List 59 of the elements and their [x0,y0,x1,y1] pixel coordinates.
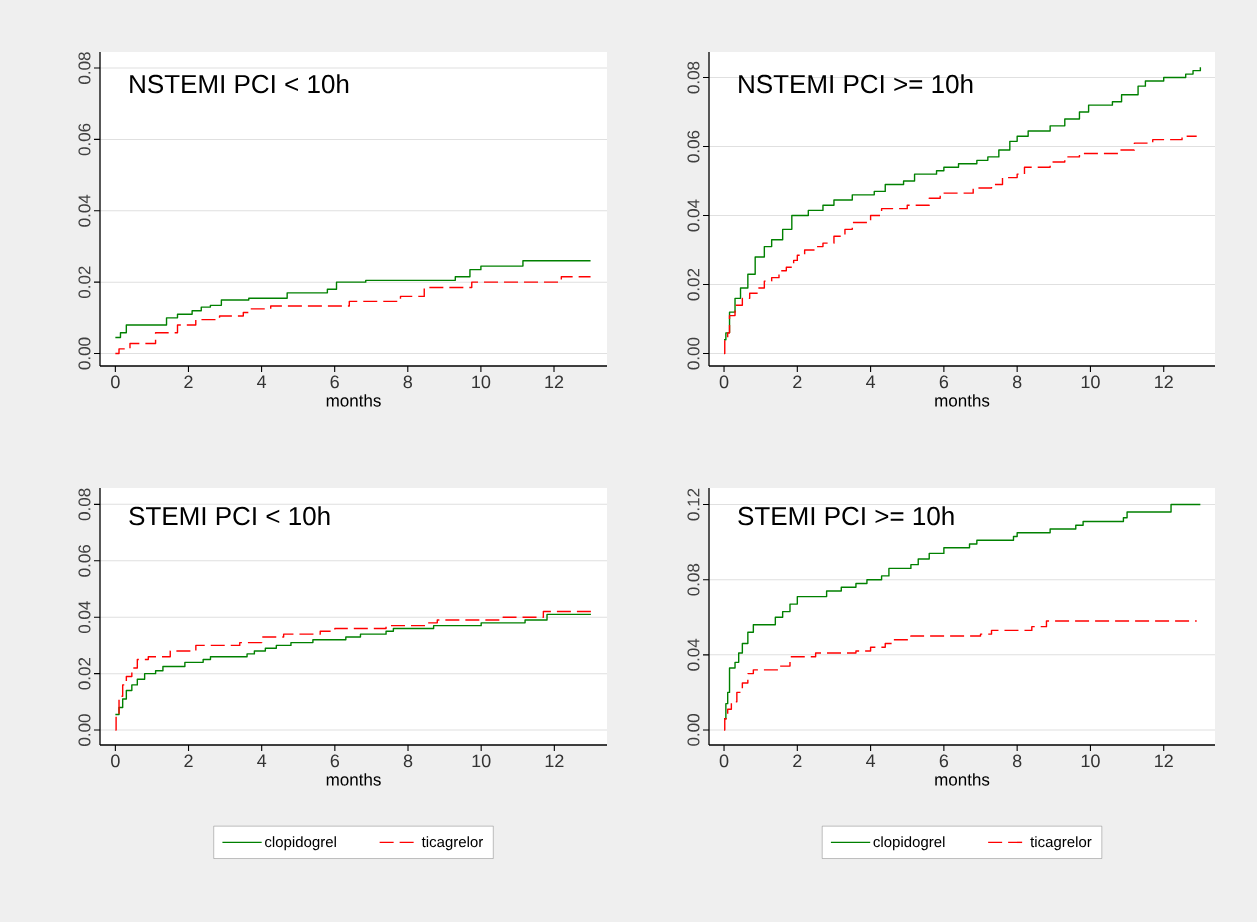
x-tick-label: 2 [184,375,193,389]
x-tick-label: 4 [866,754,876,767]
x-axis-title: months [935,773,990,786]
x-tick-label: 2 [184,754,193,768]
x-tick-label: 2 [793,375,802,389]
y-tick-label: 0.04 [78,601,91,634]
x-tick-label: 12 [1155,375,1173,389]
y-tick-label: 0.00 [78,337,91,370]
x-tick-label: 0 [111,754,120,768]
y-tick-label: 0.04 [78,194,91,227]
y-tick-label: 0.08 [78,52,91,84]
x-tick-label: 0 [719,754,729,768]
text: NSTEMI PCI >= 10h [739,74,973,94]
text: STEMI PCI >= 10h [738,506,954,526]
y-tick-label: 0.02 [78,266,91,299]
x-axis-title: months [935,394,990,407]
x-tick-label: 10 [472,754,491,768]
x-tick-label: 8 [403,754,413,768]
y-tick-label: 0.12 [687,488,700,521]
legend-label: clopidogrel [873,836,945,851]
x-tick-label: 10 [1081,754,1100,768]
y-tick-label: 0.00 [687,714,700,746]
x-tick-label: 8 [1012,375,1022,389]
y-tick-label: 0.08 [687,61,700,94]
y-tick-label: 0.06 [78,123,91,156]
text: STEMI PCI < 10h [129,506,330,526]
legend-label: clopidogrel [265,836,336,851]
legend-label: ticagrelor [421,836,484,851]
x-tick-label: 6 [330,754,340,768]
x-tick-label: 0 [719,375,729,389]
x-tick-label: 6 [330,375,339,389]
x-tick-label: 6 [939,375,949,389]
x-tick-label: 4 [866,375,876,388]
y-tick-label: 0.04 [687,638,700,671]
x-tick-label: 12 [1155,754,1173,768]
y-tick-label: 0.02 [687,268,700,301]
y-tick-label: 0.04 [687,199,700,232]
y-tick-label: 0.02 [78,657,91,690]
x-tick-label: 8 [1012,754,1022,768]
y-tick-label: 0.00 [687,337,700,370]
x-tick-label: 6 [939,754,949,768]
y-tick-label: 0.06 [687,130,700,163]
y-tick-label: 0.08 [687,563,700,596]
x-tick-label: 12 [545,375,564,389]
x-tick-label: 12 [545,754,564,768]
legend-label: ticagrelor [1030,836,1092,851]
x-tick-label: 0 [111,375,120,389]
x-axis-title: months [326,394,381,407]
x-tick-label: 2 [793,754,802,768]
y-tick-label: 0.08 [78,488,91,521]
y-tick-label: 0.06 [78,544,91,577]
text: NSTEMI PCI < 10h [130,74,349,94]
x-axis-title: months [326,773,381,786]
x-tick-label: 4 [256,375,267,388]
x-tick-label: 4 [257,754,267,767]
x-tick-label: 10 [472,375,491,389]
y-tick-label: 0.00 [78,714,91,746]
x-tick-label: 10 [1081,375,1100,389]
x-tick-label: 8 [403,375,413,389]
